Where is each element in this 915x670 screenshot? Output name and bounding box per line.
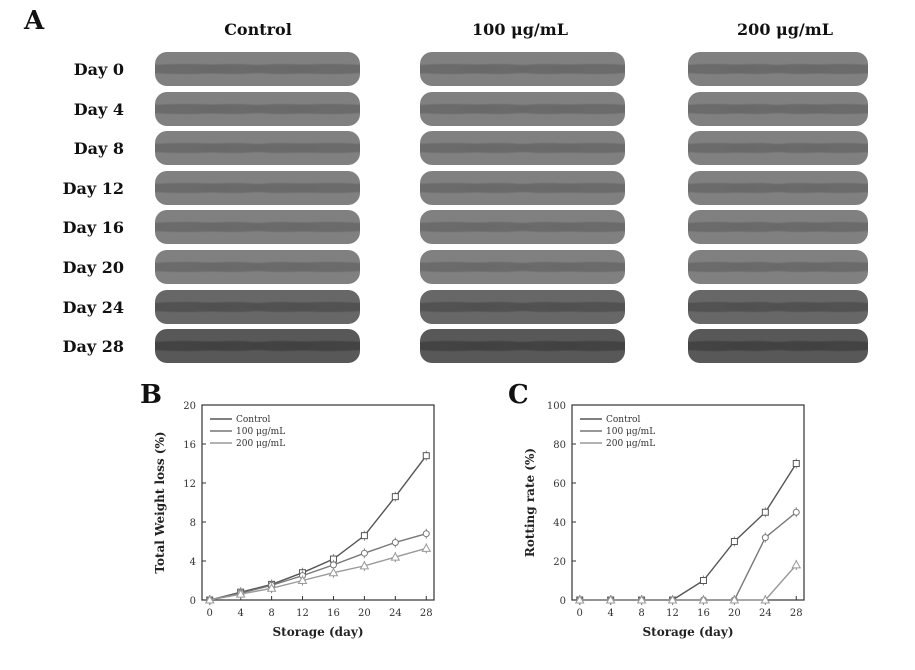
weight-loss-data-point bbox=[330, 562, 336, 568]
rotting-rate-data-point bbox=[793, 509, 799, 515]
rotting-rate-y-tick-label: 80 bbox=[553, 440, 566, 451]
fruit-photo bbox=[688, 329, 868, 363]
rotting-rate-series-line bbox=[580, 512, 797, 600]
row-label: Day 24 bbox=[24, 298, 124, 317]
weight-loss-legend-label: 200 μg/mL bbox=[236, 439, 285, 449]
rotting-rate-series-line bbox=[580, 464, 797, 601]
weight-loss-y-tick-label: 12 bbox=[183, 479, 196, 490]
weight-loss-y-tick-label: 20 bbox=[183, 401, 196, 412]
weight-loss-data-point bbox=[422, 544, 430, 551]
weight-loss-x-tick-label: 12 bbox=[296, 608, 309, 619]
weight-loss-legend-label: 100 μg/mL bbox=[236, 427, 285, 437]
panel-a-letter: A bbox=[24, 6, 44, 36]
fruit-photo bbox=[420, 131, 625, 165]
fruit-photo bbox=[420, 52, 625, 86]
row-label: Day 16 bbox=[24, 218, 124, 237]
rotting-rate-y-axis-label: Rotting rate (%) bbox=[523, 448, 537, 557]
row-label: Day 0 bbox=[24, 60, 124, 79]
rotting-rate-y-tick-label: 0 bbox=[560, 596, 566, 607]
column-title: Control bbox=[158, 20, 358, 39]
fruit-photo bbox=[155, 250, 360, 284]
rotting-rate-x-tick-label: 8 bbox=[638, 608, 644, 619]
fruit-photo bbox=[688, 131, 868, 165]
weight-loss-legend-label: Control bbox=[236, 415, 270, 425]
fruit-photo bbox=[688, 250, 868, 284]
rotting-rate-data-point bbox=[762, 509, 768, 515]
rotting-rate-x-axis-label: Storage (day) bbox=[642, 625, 733, 639]
rotting-rate-legend-label: 200 μg/mL bbox=[606, 439, 655, 449]
rotting-rate-x-tick-label: 0 bbox=[577, 608, 583, 619]
row-label: Day 20 bbox=[24, 258, 124, 277]
weight-loss-x-tick-label: 8 bbox=[268, 608, 274, 619]
rotting-rate-data-point bbox=[792, 561, 800, 568]
column-title: 100 μg/mL bbox=[420, 20, 620, 39]
rotting-rate-data-point bbox=[700, 578, 706, 584]
weight-loss-x-tick-label: 0 bbox=[207, 608, 213, 619]
weight-loss-data-point bbox=[392, 494, 398, 500]
rotting-rate-chart: 0 4 8 12 16 20 24 28 0 20 40 60 80 100 Storage (day) Ro… bbox=[510, 395, 820, 665]
fruit-photo bbox=[420, 92, 625, 126]
row-label: Day 8 bbox=[24, 139, 124, 158]
weight-loss-x-tick-label: 24 bbox=[389, 608, 402, 619]
rotting-rate-data-point bbox=[793, 461, 799, 467]
fruit-photo bbox=[420, 290, 625, 324]
fruit-photo bbox=[688, 52, 868, 86]
rotting-rate-data-point bbox=[762, 535, 768, 541]
rotting-rate-legend-label: Control bbox=[606, 415, 640, 425]
fruit-photo bbox=[688, 92, 868, 126]
fruit-photo bbox=[688, 171, 868, 205]
weight-loss-data-point bbox=[361, 550, 367, 556]
fruit-photo bbox=[155, 290, 360, 324]
fruit-photo bbox=[155, 92, 360, 126]
weight-loss-x-tick-label: 20 bbox=[358, 608, 371, 619]
rotting-rate-y-tick-label: 100 bbox=[547, 401, 566, 412]
rotting-rate-x-tick-label: 24 bbox=[759, 608, 772, 619]
weight-loss-series-line bbox=[210, 456, 427, 600]
fruit-photo bbox=[688, 290, 868, 324]
rotting-rate-y-tick-label: 60 bbox=[553, 479, 566, 490]
fruit-photo bbox=[155, 171, 360, 205]
row-label: Day 4 bbox=[24, 100, 124, 119]
row-label: Day 28 bbox=[24, 337, 124, 356]
rotting-rate-series-line bbox=[580, 565, 797, 600]
row-label: Day 12 bbox=[24, 179, 124, 198]
rotting-rate-data-point bbox=[731, 539, 737, 545]
fruit-photo bbox=[420, 250, 625, 284]
weight-loss-x-tick-label: 4 bbox=[237, 608, 243, 619]
weight-loss-x-tick-label: 28 bbox=[420, 608, 433, 619]
rotting-rate-x-tick-label: 12 bbox=[666, 608, 679, 619]
weight-loss-y-tick-label: 4 bbox=[190, 557, 196, 568]
fruit-photo bbox=[688, 210, 868, 244]
fruit-photo bbox=[155, 210, 360, 244]
rotting-rate-x-tick-label: 20 bbox=[728, 608, 741, 619]
weight-loss-data-point bbox=[423, 531, 429, 537]
weight-loss-x-axis-label: Storage (day) bbox=[272, 625, 363, 639]
weight-loss-y-axis-label: Total Weight loss (%) bbox=[153, 431, 167, 573]
weight-loss-y-tick-label: 0 bbox=[190, 596, 196, 607]
weight-loss-y-tick-label: 8 bbox=[190, 518, 196, 529]
weight-loss-data-point bbox=[361, 533, 367, 539]
weight-loss-chart: 0 4 8 12 16 20 24 28 0 4 8 12 16 20 Storage (day) Total… bbox=[140, 395, 450, 665]
rotting-rate-y-tick-label: 40 bbox=[553, 518, 566, 529]
fruit-photo bbox=[155, 131, 360, 165]
weight-loss-data-point bbox=[423, 453, 429, 459]
rotting-rate-x-tick-label: 28 bbox=[790, 608, 803, 619]
fruit-photo bbox=[420, 171, 625, 205]
column-title: 200 μg/mL bbox=[685, 20, 885, 39]
rotting-rate-legend-label: 100 μg/mL bbox=[606, 427, 655, 437]
rotting-rate-y-tick-label: 20 bbox=[553, 557, 566, 568]
weight-loss-x-tick-label: 16 bbox=[327, 608, 340, 619]
fruit-photo bbox=[420, 210, 625, 244]
weight-loss-y-tick-label: 16 bbox=[183, 440, 196, 451]
fruit-photo bbox=[155, 52, 360, 86]
fruit-photo bbox=[420, 329, 625, 363]
rotting-rate-x-tick-label: 4 bbox=[607, 608, 613, 619]
fruit-photo bbox=[155, 329, 360, 363]
rotting-rate-x-tick-label: 16 bbox=[697, 608, 710, 619]
weight-loss-data-point bbox=[392, 539, 398, 545]
